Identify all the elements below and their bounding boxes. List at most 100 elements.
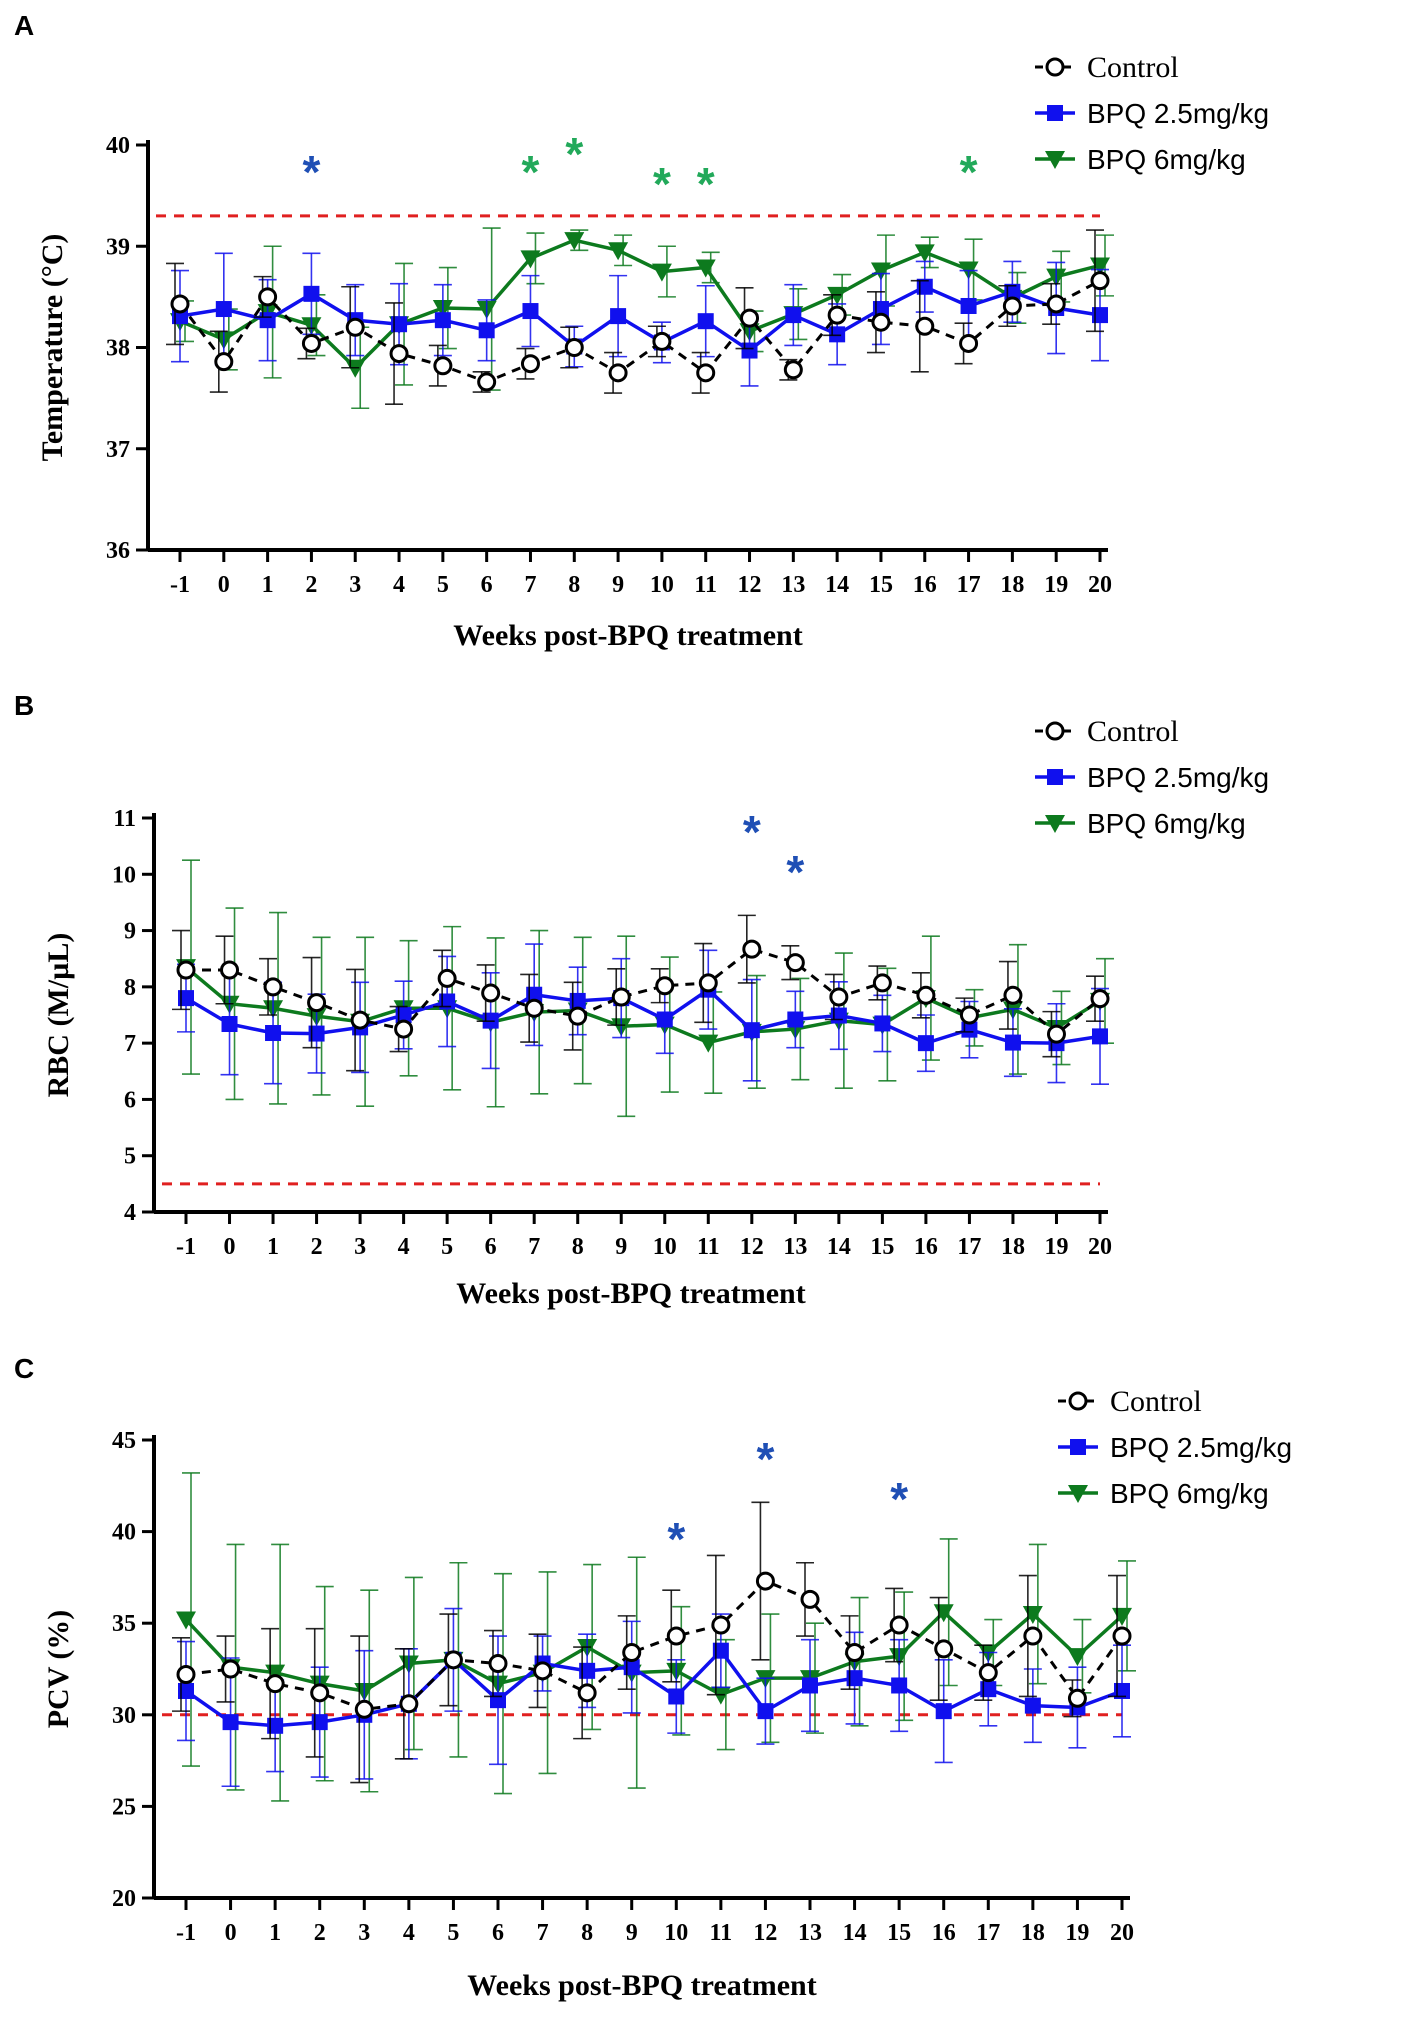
data-point	[221, 1016, 238, 1033]
significance-star: *	[565, 128, 583, 180]
data-point	[522, 303, 539, 320]
x-tick-label: 5	[441, 1234, 453, 1260]
y-tick-label: 38	[106, 336, 130, 362]
series-bpq-2-5	[171, 252, 1109, 387]
data-point	[872, 301, 889, 318]
x-tick-label: 1	[267, 1234, 279, 1260]
panel-label-b: B	[14, 690, 35, 721]
data-point	[389, 344, 409, 364]
data-point	[310, 1683, 330, 1703]
data-point	[711, 1615, 731, 1635]
data-point	[697, 313, 714, 330]
legend-label: Control	[1110, 1385, 1202, 1418]
legend-label: BPQ 6mg/kg	[1087, 144, 1246, 175]
x-tick-label: 11	[710, 1920, 733, 1946]
x-tick-label: -1	[170, 572, 190, 598]
data-point	[872, 973, 892, 993]
y-tick-label: 11	[113, 806, 136, 832]
data-point	[755, 1571, 775, 1591]
data-point	[914, 244, 935, 263]
series-bpq-6	[176, 859, 1114, 1118]
data-point	[829, 987, 849, 1007]
y-tick-label: 10	[112, 862, 136, 888]
data-point	[916, 278, 933, 295]
data-point	[698, 973, 718, 993]
x-tick-label: -1	[176, 1920, 196, 1946]
data-point	[1024, 1697, 1041, 1714]
legend-label: BPQ 2.5mg/kg	[1087, 98, 1269, 129]
y-tick-label: 40	[112, 1520, 136, 1546]
y-tick-label: 8	[124, 975, 136, 1001]
significance-star: *	[653, 158, 671, 210]
x-tick-label: 18	[1000, 572, 1024, 598]
x-tick-label: 17	[976, 1920, 1000, 1946]
data-point	[623, 1659, 640, 1676]
data-point	[395, 1007, 412, 1023]
data-point	[712, 1642, 729, 1659]
data-point	[980, 1681, 997, 1698]
x-tick-label: 12	[753, 1920, 777, 1946]
data-point	[1092, 307, 1108, 324]
data-point	[178, 990, 194, 1007]
x-tick-label: 12	[738, 572, 762, 598]
x-tick-label: 9	[615, 1234, 627, 1260]
series-line	[184, 1609, 1124, 1697]
data-point	[345, 317, 365, 337]
x-tick-label: 4	[393, 572, 405, 598]
data-point	[846, 1670, 863, 1687]
data-point	[655, 976, 675, 996]
data-point	[1112, 1626, 1132, 1646]
y-tick-label: 25	[112, 1794, 136, 1820]
x-tick-label: 1	[262, 572, 274, 598]
data-point	[1067, 1688, 1087, 1708]
x-tick-label: 14	[825, 572, 849, 598]
x-tick-label: 9	[612, 572, 624, 598]
data-point	[698, 1034, 719, 1053]
significance-star: *	[960, 146, 978, 198]
x-tick-label: 2	[311, 1234, 323, 1260]
data-point	[433, 356, 453, 376]
data-point	[176, 1664, 196, 1684]
data-point	[258, 287, 278, 307]
data-point	[345, 359, 366, 378]
series-line	[184, 1647, 1123, 1728]
data-point	[579, 1662, 596, 1679]
legend: Control BPQ 2.5mg/kg BPQ 6mg/kg	[1035, 51, 1269, 175]
data-point	[1023, 1626, 1043, 1646]
data-point	[265, 1674, 285, 1694]
data-point	[742, 939, 762, 959]
data-point	[267, 1717, 284, 1734]
x-tick-label: 14	[843, 1920, 867, 1946]
x-tick-label: 11	[697, 1234, 720, 1260]
data-point	[564, 232, 585, 251]
y-axis-title: RBC (M/µL)	[42, 933, 75, 1098]
y-tick-label: 40	[106, 133, 130, 159]
series-line	[185, 1579, 1124, 1711]
data-point	[959, 1005, 979, 1025]
data-point	[845, 1643, 865, 1663]
data-point	[785, 307, 802, 324]
data-point	[785, 953, 805, 973]
data-point	[960, 297, 977, 314]
data-point	[481, 983, 501, 1003]
x-tick-label: 13	[781, 572, 805, 598]
legend: Control BPQ 2.5mg/kg BPQ 6mg/kg	[1058, 1385, 1292, 1509]
series-line	[179, 238, 1101, 371]
data-point	[443, 1650, 463, 1670]
data-point	[1092, 1028, 1108, 1045]
data-point	[176, 960, 196, 980]
data-point	[477, 372, 497, 392]
x-tick-label: 11	[694, 572, 717, 598]
x-tick-label: 6	[481, 572, 493, 598]
data-point	[829, 326, 846, 343]
data-point	[915, 316, 935, 336]
x-tick-label: 15	[869, 572, 893, 598]
legend-marker	[1047, 769, 1063, 785]
x-tick-label: 16	[932, 1920, 956, 1946]
x-tick-label: 20	[1088, 572, 1112, 598]
x-tick-label: 2	[314, 1920, 326, 1946]
data-point	[391, 316, 408, 333]
data-point	[394, 1019, 414, 1039]
